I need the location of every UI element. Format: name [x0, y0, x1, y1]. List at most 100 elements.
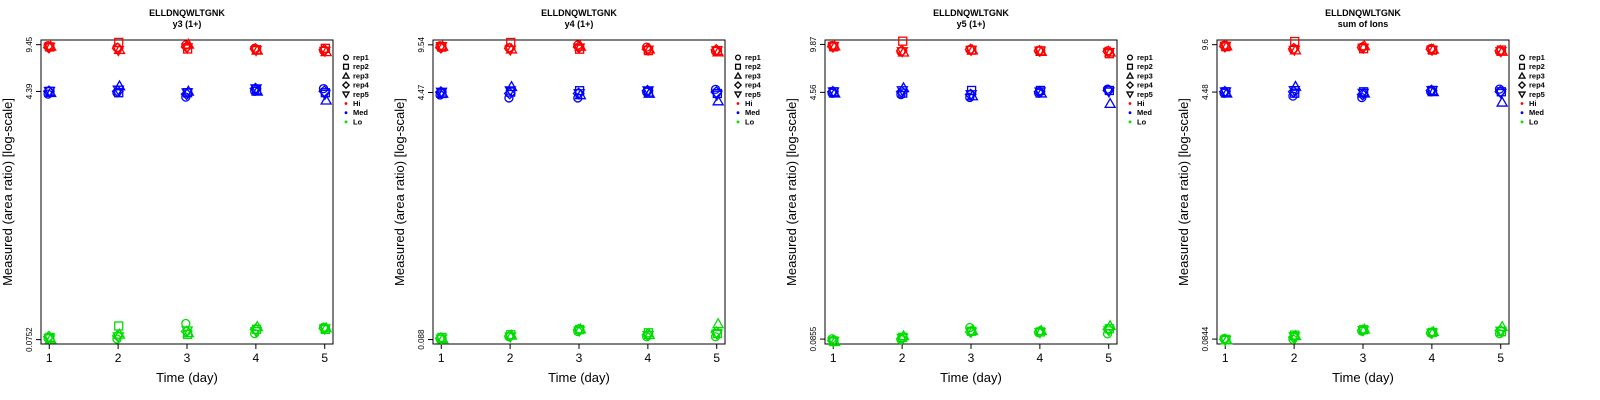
y-tick-label: 9.87 [809, 36, 818, 52]
data-point-med-rep3 [113, 79, 126, 91]
plot-frame [432, 39, 726, 345]
legend-label: rep3 [1529, 71, 1545, 80]
data-point-lo-rep3 [113, 328, 126, 339]
legend-label: rep4 [1137, 81, 1154, 90]
data-point-med-rep5 [827, 87, 840, 99]
y-axis-label: Measured (area ratio) [log-scale] [1176, 98, 1191, 286]
legend-label: Lo [1137, 117, 1147, 126]
legend-marker-rep4 [1125, 81, 1135, 90]
legend-color-dot-hi [344, 102, 348, 105]
x-tick-label: 3 [968, 351, 975, 365]
x-tick-label: 2 [1291, 351, 1298, 365]
y-axis-label: Measured (area ratio) [log-scale] [0, 98, 15, 286]
data-point-med-rep5 [1102, 87, 1116, 99]
data-point-hi-rep2 [898, 36, 908, 46]
legend-label: rep2 [353, 62, 369, 71]
x-tick-label: 1 [438, 351, 445, 365]
x-tick-label: 2 [507, 351, 514, 365]
data-point-med-rep3 [1104, 97, 1117, 109]
data-point-hi-rep5 [710, 46, 724, 57]
legend-color-dot-hi [736, 102, 740, 105]
legend-label: Hi [1137, 99, 1145, 108]
data-point-lo-rep5 [504, 332, 517, 344]
data-point-lo-rep5 [1357, 326, 1370, 337]
legend-marker-rep2 [1126, 63, 1134, 70]
y-tick-label: 4.48 [1201, 84, 1210, 100]
data-point-med-rep3 [1289, 80, 1302, 91]
y-tick-label: 9.45 [25, 36, 34, 52]
data-point-med-rep5 [504, 86, 517, 98]
data-point-med-rep5 [1288, 86, 1301, 97]
data-point-hi-rep5 [43, 42, 56, 54]
data-point-lo-rep2 [114, 321, 124, 331]
chart-title: ELLDNQWLTGNK [149, 8, 225, 18]
legend-label: rep1 [745, 53, 761, 62]
data-point-hi-rep5 [249, 46, 263, 57]
data-point-lo-rep5 [435, 334, 448, 346]
x-tick-label: 1 [1222, 351, 1229, 365]
data-point-lo-rep5 [710, 329, 724, 341]
x-tick-label: 3 [184, 351, 191, 365]
legend-label: rep2 [745, 62, 761, 71]
y-tick-label: 0.088 [417, 329, 426, 350]
legend-label: Lo [353, 117, 363, 126]
data-point-lo-rep5 [896, 333, 909, 345]
data-point-med-rep5 [573, 89, 586, 100]
data-point-lo-rep5 [1288, 332, 1301, 343]
legend-label: Hi [1529, 99, 1537, 108]
legend-color-dot-med [1520, 111, 1524, 115]
legend-marker-rep3 [1125, 71, 1135, 79]
legend-marker-rep1 [1126, 54, 1134, 61]
x-tick-label: 4 [1037, 351, 1044, 365]
x-axis-label: Time (day) [940, 370, 1002, 385]
x-tick-label: 5 [321, 351, 328, 365]
data-point-hi-rep5 [435, 42, 448, 53]
data-point-hi-rep5 [1033, 46, 1047, 58]
y-axis-label: Measured (area ratio) [log-scale] [392, 98, 407, 286]
plot-frame [824, 39, 1118, 345]
data-point-hi-rep5 [1357, 43, 1370, 55]
y-tick-label: 9.54 [417, 36, 426, 52]
legend-marker-rep1 [1518, 54, 1526, 61]
data-point-hi-rep5 [181, 43, 194, 54]
data-point-hi-rep5 [1102, 47, 1116, 59]
data-point-hi-rep5 [573, 43, 586, 55]
x-tick-label: 4 [645, 351, 652, 365]
y-tick-label: 0.0752 [25, 327, 34, 352]
data-point-hi-rep5 [1425, 45, 1439, 57]
x-tick-label: 5 [1105, 351, 1112, 365]
legend-color-dot-lo [344, 120, 348, 124]
chart-subtitle: y4 (1+) [565, 19, 594, 29]
legend-marker-rep3 [1517, 71, 1527, 79]
legend-marker-rep4 [733, 81, 743, 90]
x-tick-label: 3 [1360, 351, 1367, 365]
data-point-lo-rep5 [181, 326, 194, 338]
chart-title: ELLDNQWLTGNK [1325, 8, 1401, 18]
data-point-hi-rep5 [1494, 47, 1508, 58]
legend-color-dot-hi [1520, 102, 1524, 105]
legend-marker-rep2 [734, 63, 742, 70]
x-axis-label: Time (day) [156, 370, 218, 385]
data-point-lo-rep5 [1219, 335, 1232, 347]
data-point-lo-rep3 [251, 320, 264, 332]
legend-color-dot-med [1128, 111, 1132, 115]
x-axis-label: Time (day) [548, 370, 610, 385]
data-point-med-rep5 [249, 84, 263, 95]
legend-label: rep2 [1137, 62, 1153, 71]
legend-label: rep4 [1529, 81, 1546, 90]
legend-marker-rep4 [1517, 81, 1527, 90]
legend-label: Hi [745, 99, 753, 108]
x-tick-label: 5 [713, 351, 720, 365]
x-tick-label: 2 [899, 351, 906, 365]
legend-marker-rep5 [733, 91, 743, 99]
legend-label: Lo [745, 117, 755, 126]
data-point-hi-rep5 [504, 45, 517, 57]
legend-color-dot-lo [736, 120, 740, 124]
legend-label: rep5 [353, 90, 369, 99]
data-point-hi-rep5 [318, 46, 332, 58]
